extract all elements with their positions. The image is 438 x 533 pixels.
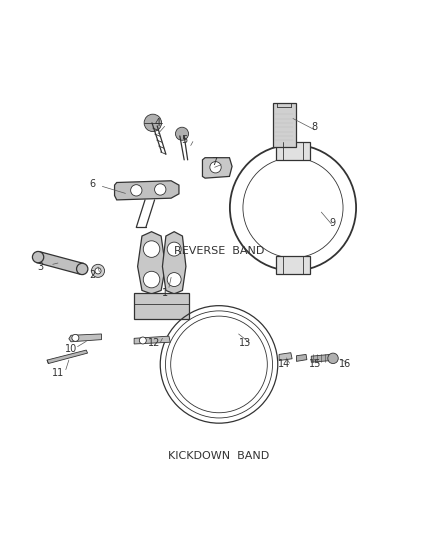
Text: 11: 11 <box>52 368 64 378</box>
Circle shape <box>144 114 162 132</box>
Polygon shape <box>115 181 179 200</box>
Polygon shape <box>297 354 307 361</box>
Text: 6: 6 <box>90 179 96 189</box>
Polygon shape <box>138 232 166 294</box>
Polygon shape <box>37 252 84 274</box>
Text: 8: 8 <box>312 122 318 132</box>
Text: REVERSE  BAND: REVERSE BAND <box>174 246 264 256</box>
Circle shape <box>176 127 188 140</box>
Text: 5: 5 <box>181 135 187 146</box>
Polygon shape <box>311 354 331 362</box>
Circle shape <box>95 268 101 274</box>
Text: 12: 12 <box>148 338 160 348</box>
Text: 4: 4 <box>155 118 161 128</box>
Text: 16: 16 <box>339 359 351 369</box>
Polygon shape <box>162 232 186 294</box>
Text: 13: 13 <box>239 338 251 348</box>
Text: 2: 2 <box>90 270 96 280</box>
Circle shape <box>328 353 338 364</box>
Circle shape <box>167 272 181 287</box>
Circle shape <box>131 184 142 196</box>
Polygon shape <box>134 336 170 344</box>
Text: 7: 7 <box>212 157 218 167</box>
Bar <box>276 142 310 160</box>
Polygon shape <box>47 350 88 364</box>
Circle shape <box>155 184 166 195</box>
Circle shape <box>72 334 79 341</box>
Text: 10: 10 <box>65 344 77 354</box>
Circle shape <box>143 271 160 288</box>
Circle shape <box>139 337 146 344</box>
Text: 1: 1 <box>162 288 168 297</box>
Text: 3: 3 <box>38 262 44 271</box>
Bar <box>273 103 296 147</box>
Circle shape <box>92 264 105 277</box>
Text: 14: 14 <box>278 359 290 369</box>
Circle shape <box>210 161 221 173</box>
Text: KICKDOWN  BAND: KICKDOWN BAND <box>168 451 270 461</box>
Circle shape <box>77 263 88 274</box>
Circle shape <box>143 241 160 257</box>
Text: 15: 15 <box>308 359 321 369</box>
Circle shape <box>32 252 44 263</box>
Bar <box>276 256 310 274</box>
Polygon shape <box>279 353 292 360</box>
Polygon shape <box>69 334 102 342</box>
Bar <box>134 294 188 319</box>
Circle shape <box>167 242 181 256</box>
Text: 9: 9 <box>329 218 335 228</box>
Polygon shape <box>202 158 232 178</box>
